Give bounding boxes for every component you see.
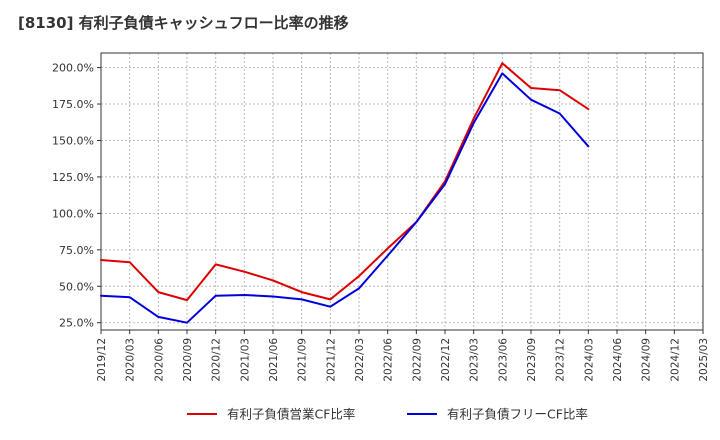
x-tick-label: 2020/06: [153, 338, 165, 382]
x-tick-label: 2021/09: [297, 338, 309, 382]
x-tick-label: 2022/06: [383, 338, 395, 382]
plot-area: [101, 53, 703, 330]
legend-label-1: 有利子負債営業CF比率: [227, 407, 355, 422]
y-tick-label: 50.0%: [59, 280, 94, 293]
x-tick-label: 2020/12: [211, 338, 223, 382]
x-tick-label: 2023/12: [555, 338, 567, 382]
plot-frame: [100, 52, 704, 331]
y-tick-label: 125.0%: [52, 171, 94, 184]
x-tick-label: 2023/09: [526, 338, 538, 382]
x-tick-label: 2021/12: [325, 338, 337, 382]
x-tick-label: 2020/03: [125, 338, 137, 382]
x-tick-label: 2022/03: [354, 338, 366, 382]
series-line-1: [100, 62, 590, 302]
x-tick-label: 2025/03: [698, 338, 710, 382]
x-tick-label: 2024/12: [669, 338, 681, 382]
y-tick-label: 100.0%: [52, 207, 94, 220]
y-tick-label: 25.0%: [59, 317, 94, 330]
series-line-2: [100, 72, 590, 324]
x-tick-label: 2024/09: [641, 338, 653, 382]
y-tick-label: 150.0%: [52, 134, 94, 147]
x-tick-label: 2020/09: [182, 338, 194, 382]
x-tick-label: 2023/06: [497, 338, 509, 382]
x-tick-label: 2024/03: [583, 338, 595, 382]
x-tick-label: 2021/03: [239, 338, 251, 382]
x-tick-label: 2024/06: [612, 338, 624, 382]
x-tick-label: 2023/03: [469, 338, 481, 382]
x-tick-label: 2021/06: [268, 338, 280, 382]
chart-title: [8130] 有利子負債キャッシュフロー比率の推移: [18, 14, 349, 32]
y-tick-label: 175.0%: [52, 98, 94, 111]
x-tick-label: 2019/12: [96, 338, 108, 382]
y-tick-label: 200.0%: [52, 62, 94, 75]
legend-label-2: 有利子負債フリーCF比率: [447, 407, 588, 422]
x-tick-label: 2022/12: [440, 338, 452, 382]
x-tick-label: 2022/09: [411, 338, 423, 382]
y-tick-label: 75.0%: [59, 244, 94, 257]
